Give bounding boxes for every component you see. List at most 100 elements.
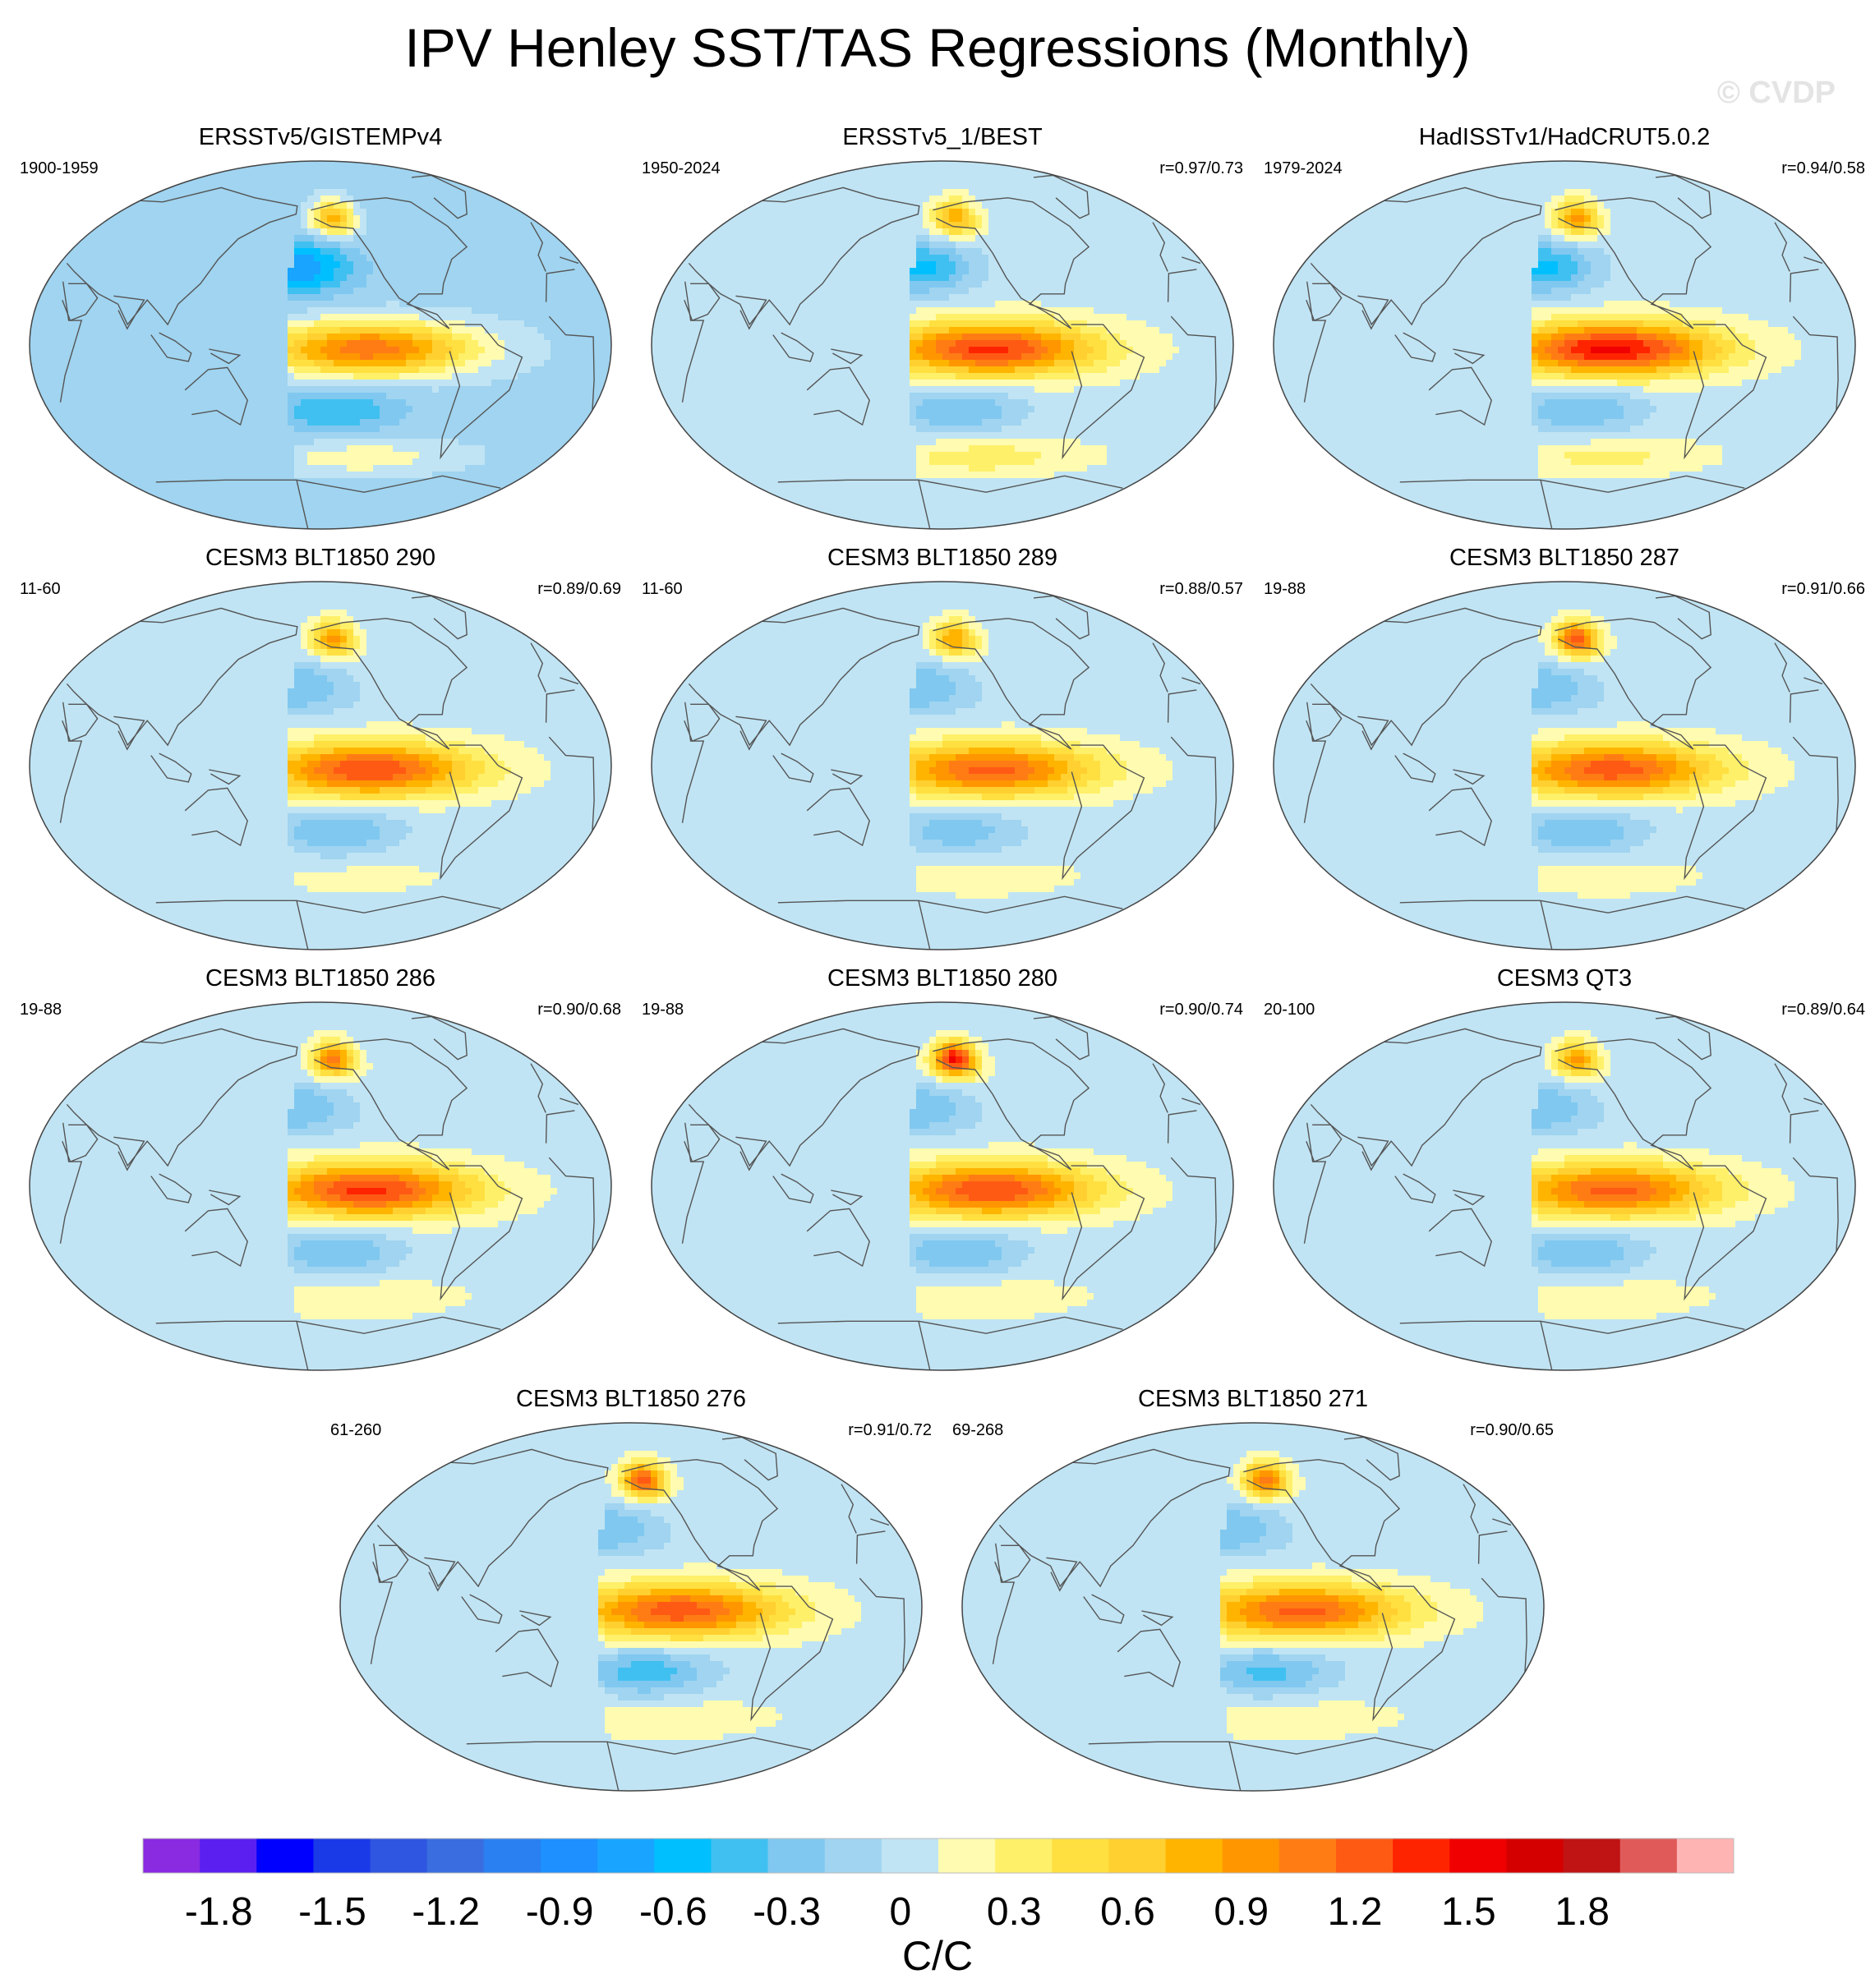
map-cell <box>288 255 295 262</box>
map-cell <box>465 235 472 242</box>
map-cell <box>458 161 466 163</box>
map-cell <box>458 235 466 242</box>
map-cell <box>412 445 420 453</box>
map-cell <box>406 209 413 216</box>
map-cell <box>77 511 85 518</box>
map-cell <box>412 393 420 400</box>
map-cell <box>202 373 210 380</box>
map-cell <box>288 228 295 236</box>
map-cell <box>347 366 354 374</box>
map-cell <box>432 472 440 479</box>
map-cell <box>426 419 433 426</box>
map-cell <box>51 242 58 249</box>
map-cell <box>202 380 210 387</box>
map-cell <box>228 491 236 499</box>
map-cell <box>380 222 387 229</box>
map-cell <box>393 176 400 183</box>
map-cell <box>202 366 210 374</box>
map-cell <box>399 347 407 354</box>
map-cell <box>511 182 518 190</box>
map-cell <box>610 261 611 269</box>
map-cell <box>30 439 32 446</box>
map-cell <box>472 334 479 341</box>
map-cell <box>51 209 58 216</box>
map-cell <box>439 314 446 321</box>
map-cell <box>71 228 78 236</box>
map-cell <box>399 504 407 512</box>
map-cell <box>393 274 400 282</box>
map-cell <box>597 222 604 229</box>
map-cell <box>327 301 334 308</box>
map-cell <box>373 294 380 301</box>
map-cell <box>242 274 249 282</box>
map-cell <box>38 432 45 439</box>
map-cell <box>176 189 183 196</box>
map-cell <box>196 202 203 209</box>
map-cell <box>242 491 249 499</box>
map-cell <box>498 235 505 242</box>
map-cell <box>274 288 282 295</box>
map-cell <box>268 347 275 354</box>
map-cell <box>445 406 453 413</box>
map-cell <box>360 314 367 321</box>
map-cell <box>196 274 203 282</box>
map-cell <box>294 426 302 433</box>
map-cell <box>169 301 177 308</box>
map-cell <box>504 242 512 249</box>
map-cell <box>334 314 341 321</box>
map-cell <box>583 320 591 328</box>
map-cell <box>366 163 374 170</box>
map-cell <box>577 334 584 341</box>
map-cell <box>531 491 538 499</box>
map-cell <box>169 406 177 413</box>
map-cell <box>202 307 210 315</box>
map-cell <box>458 202 466 209</box>
map-cell <box>169 202 177 209</box>
map-cell <box>412 327 420 334</box>
map-cell <box>551 465 558 472</box>
map-cell <box>150 491 157 499</box>
map-cell <box>472 176 479 183</box>
map-cell <box>452 242 459 249</box>
map-cell <box>136 294 144 301</box>
map-cell <box>84 465 91 472</box>
map-cell <box>58 268 65 275</box>
map-cell <box>511 366 518 374</box>
map-cell <box>380 274 387 282</box>
map-cell <box>196 163 203 170</box>
map-cell <box>432 445 440 453</box>
map-cell <box>320 248 328 255</box>
map-cell <box>452 255 459 262</box>
map-cell <box>294 294 302 301</box>
map-cell <box>104 261 111 269</box>
map-cell <box>130 472 137 479</box>
map-cell <box>485 373 492 380</box>
map-cell <box>301 485 308 492</box>
map-cell <box>399 498 407 505</box>
map-cell <box>301 268 308 275</box>
map-cell <box>386 176 394 183</box>
map-cell <box>353 472 361 479</box>
map-cell <box>386 307 394 315</box>
map-cell <box>531 439 538 446</box>
map-cell <box>169 393 177 400</box>
map-cell <box>518 334 525 341</box>
map-cell <box>544 366 551 374</box>
map-cell <box>143 380 150 387</box>
map-cell <box>196 301 203 308</box>
map-cell <box>498 202 505 209</box>
map-cell <box>465 176 472 183</box>
map-cell <box>570 511 578 518</box>
map-cell <box>255 334 262 341</box>
map-cell <box>380 386 387 393</box>
map-cell <box>64 163 71 170</box>
map-cell <box>222 452 229 459</box>
map-cell <box>235 169 242 177</box>
map-cell <box>557 242 564 249</box>
map-cell <box>228 386 236 393</box>
map-cell <box>274 366 282 374</box>
map-cell <box>117 202 124 209</box>
map-cell <box>64 412 71 420</box>
map-cell <box>518 380 525 387</box>
map-cell <box>458 360 466 367</box>
